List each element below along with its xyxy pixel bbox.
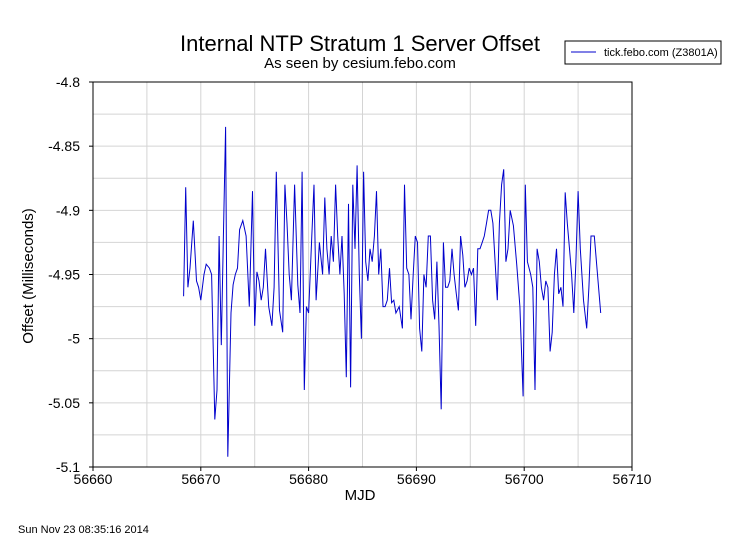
- legend-box: [564, 40, 722, 65]
- y-tick-label: -4.85: [48, 138, 80, 154]
- y-tick-label: -5: [68, 331, 81, 347]
- x-tick-label: 56700: [505, 471, 544, 487]
- y-tick-label: -4.9: [56, 202, 80, 218]
- legend-label: tick.febo.com (Z3801A): [604, 47, 718, 59]
- series-layer: [183, 126, 602, 457]
- x-tick-label: 56670: [181, 471, 220, 487]
- y-tick-label: -5.1: [56, 459, 80, 475]
- y-tick-label: -4.8: [56, 74, 80, 90]
- timestamp: Sun Nov 23 08:35:16 2014: [18, 524, 149, 536]
- x-tick-label: 56660: [74, 471, 113, 487]
- chart-subtitle: As seen by cesium.febo.com: [264, 55, 456, 72]
- x-tick-label: 56690: [397, 471, 436, 487]
- legend: tick.febo.com (Z3801A): [564, 40, 722, 65]
- series-line: [183, 126, 602, 457]
- x-tick-label: 56680: [289, 471, 328, 487]
- axis-ticks: 56660 56670 56680 56690 56700 56710 -4.8 -4.85 -…: [48, 74, 652, 487]
- y-tick-label: -4.95: [48, 267, 80, 283]
- x-axis-label: MJD: [345, 487, 376, 504]
- y-axis-label: Offset (Milliseconds): [20, 208, 37, 344]
- x-tick-label: 56710: [613, 471, 652, 487]
- chart-title: Internal NTP Stratum 1 Server Offset: [180, 31, 540, 56]
- y-tick-label: -5.05: [48, 395, 80, 411]
